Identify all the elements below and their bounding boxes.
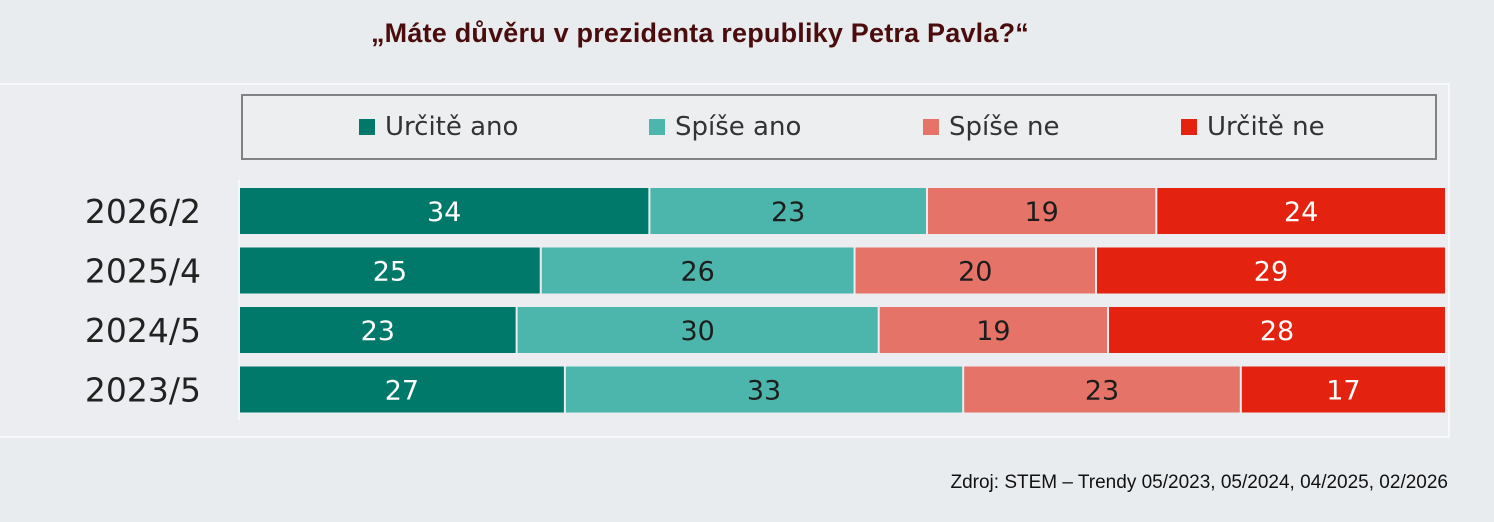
bar-data-label: 25 — [373, 257, 407, 288]
bar-segment — [517, 307, 878, 353]
bar-data-label: 30 — [680, 316, 714, 347]
bar-segment — [240, 307, 516, 353]
bar-segment — [855, 247, 1095, 294]
bar-segment — [240, 366, 564, 413]
chart-legend: Určitě ano Spíše ano Spíše ne Určitě ne — [241, 94, 1437, 160]
bar-data-label: 29 — [1254, 257, 1288, 288]
legend-swatch-urcite-ano — [359, 119, 375, 135]
bar-data-label: 23 — [1085, 376, 1119, 407]
legend-item-spise-ne: Spíše ne — [923, 96, 1060, 158]
bar-segment — [1096, 247, 1445, 294]
legend-label-spise-ne: Spíše ne — [949, 112, 1060, 142]
bar-data-label: 23 — [771, 197, 805, 228]
bar-data-label: 20 — [958, 257, 992, 288]
legend-item-urcite-ano: Určitě ano — [359, 96, 518, 158]
bar-data-label: 19 — [1024, 197, 1058, 228]
category-label: 2026/2 — [85, 192, 201, 231]
bar-data-label: 26 — [680, 257, 714, 288]
bar-segment — [240, 188, 649, 234]
legend-swatch-spise-ano — [649, 119, 665, 135]
source-note: Zdroj: STEM – Trendy 05/2023, 05/2024, 0… — [950, 472, 1448, 493]
bar-segment — [879, 307, 1108, 353]
legend-label-urcite-ne: Určitě ne — [1207, 112, 1325, 142]
bar-data-label: 24 — [1284, 197, 1318, 228]
bar-segment — [964, 366, 1240, 413]
bar-data-label: 27 — [385, 376, 419, 407]
bar-segment — [541, 247, 854, 294]
bar-segment — [927, 188, 1156, 234]
bar-data-label: 33 — [747, 376, 781, 407]
chart-title: „Máte důvěru v prezidenta republiky Petr… — [370, 18, 1029, 48]
bar-data-label: 34 — [427, 197, 461, 228]
legend-label-spise-ano: Spíše ano — [675, 112, 802, 142]
bar-data-label: 19 — [976, 316, 1010, 347]
legend-item-spise-ano: Spíše ano — [649, 96, 801, 158]
bar-data-label: 17 — [1326, 376, 1360, 407]
category-label: 2024/5 — [85, 311, 201, 350]
bar-segment — [1157, 188, 1445, 234]
legend-swatch-urcite-ne — [1181, 119, 1197, 135]
bar-data-label: 23 — [361, 316, 395, 347]
bar-data-label: 28 — [1260, 316, 1294, 347]
bar-segment — [240, 247, 540, 294]
legend-label-urcite-ano: Určitě ano — [385, 112, 519, 142]
bar-segment — [565, 366, 963, 413]
legend-swatch-spise-ne — [923, 119, 939, 135]
category-label: 2023/5 — [85, 371, 201, 410]
bar-segment — [1241, 366, 1445, 413]
bar-segment — [650, 188, 926, 234]
bar-segment — [1109, 307, 1445, 353]
legend-item-urcite-ne: Určitě ne — [1181, 96, 1325, 158]
category-label: 2025/4 — [85, 252, 201, 291]
